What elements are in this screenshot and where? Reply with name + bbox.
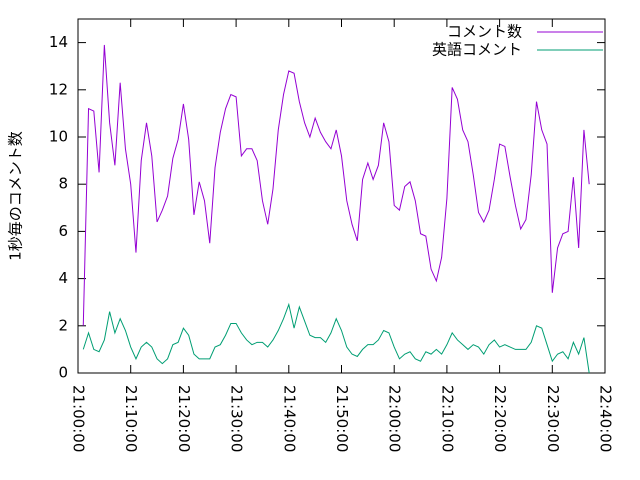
- x-tick-label: 21:50:00: [333, 385, 351, 452]
- x-tick-label: 22:00:00: [386, 385, 404, 452]
- y-tick-label: 8: [58, 175, 68, 193]
- x-tick-label: 22:40:00: [597, 385, 615, 452]
- x-tick-label: 21:40:00: [280, 385, 298, 452]
- x-tick-label: 22:10:00: [438, 385, 456, 452]
- x-tick-label: 22:30:00: [544, 385, 562, 452]
- y-tick-label: 2: [58, 316, 68, 334]
- plot-frame: [77, 18, 606, 374]
- x-tick-label: 21:00:00: [70, 385, 88, 452]
- y-tick-label: 12: [49, 80, 68, 98]
- x-tick-label: 21:20:00: [175, 385, 193, 452]
- legend-label: コメント数: [447, 23, 522, 41]
- y-tick-label: 4: [58, 269, 68, 287]
- x-tick-label: 22:20:00: [491, 385, 509, 452]
- legend-label: 英語コメント: [432, 41, 522, 59]
- series-line: [82, 302, 590, 374]
- y-tick-label: 10: [49, 128, 68, 146]
- y-tick-label: 14: [49, 33, 68, 51]
- series-line: [82, 44, 590, 326]
- y-tick-label: 6: [58, 222, 68, 240]
- y-tick-label: 0: [58, 364, 68, 382]
- x-tick-label: 21:10:00: [122, 385, 140, 452]
- y-axis-label: 1秒毎のコメント数: [7, 131, 25, 261]
- x-tick-label: 21:30:00: [228, 385, 246, 452]
